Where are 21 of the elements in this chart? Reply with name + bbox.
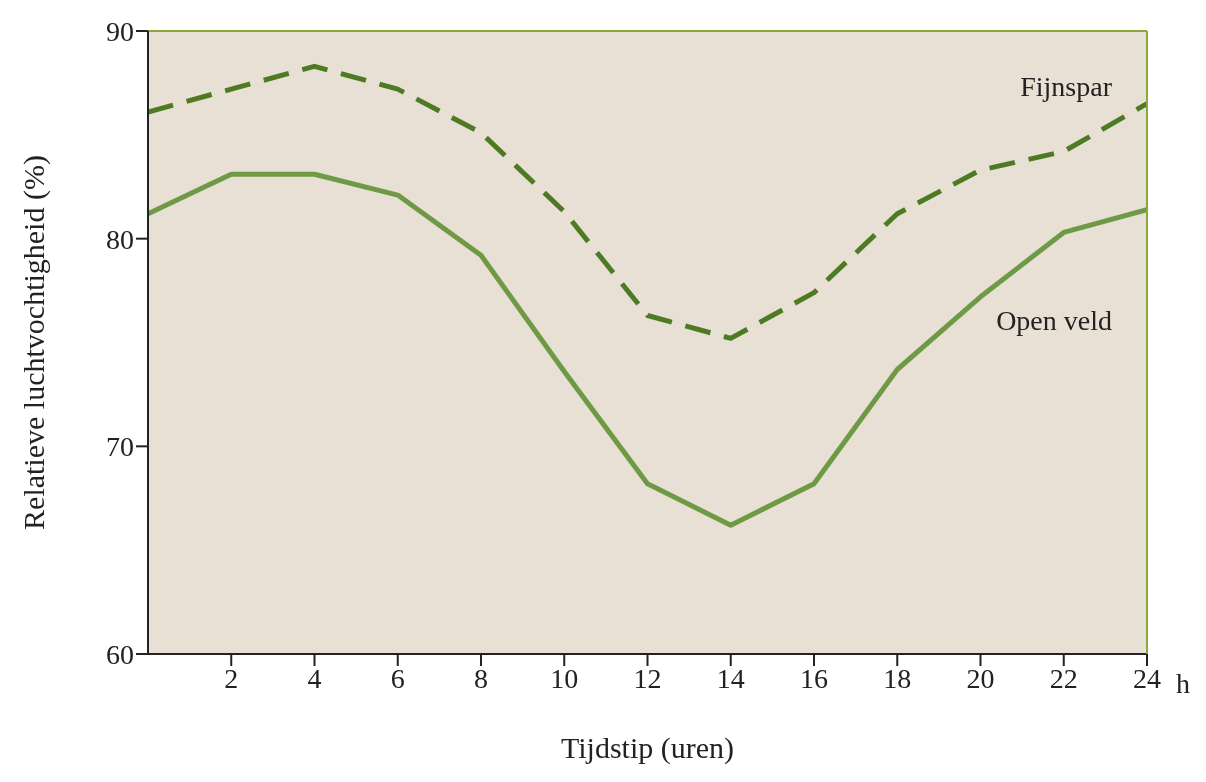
x-tick-label: 24	[1133, 662, 1161, 694]
x-tick-label: 6	[390, 662, 405, 694]
x-tick-label: 10	[550, 662, 579, 694]
x-tick-label: 22	[1049, 662, 1078, 694]
y-axis-title: Relatieve luchtvochtigheid (%)	[16, 155, 51, 530]
text: h	[1176, 668, 1190, 700]
x-tick-label: 2	[224, 662, 239, 694]
y-tick-label: 70	[106, 431, 134, 463]
x-tick-label: 18	[883, 662, 912, 694]
x-tick-label: 8	[474, 662, 488, 694]
x-tick-label: 16	[800, 662, 828, 694]
x-tick-label: 12	[633, 662, 662, 694]
y-tick-label: 80	[106, 223, 134, 255]
x-axis-title: Tijdstip (uren)	[560, 731, 735, 765]
y-tick-label: 60	[106, 638, 134, 670]
x-tick-label: 14	[716, 662, 745, 694]
series-label: Open veld	[996, 304, 1112, 336]
y-tick-label: 90	[106, 15, 134, 47]
series-label: Fijnspar	[1020, 70, 1113, 102]
x-tick-label: 4	[307, 662, 322, 694]
x-tick-label: 20	[966, 662, 995, 694]
